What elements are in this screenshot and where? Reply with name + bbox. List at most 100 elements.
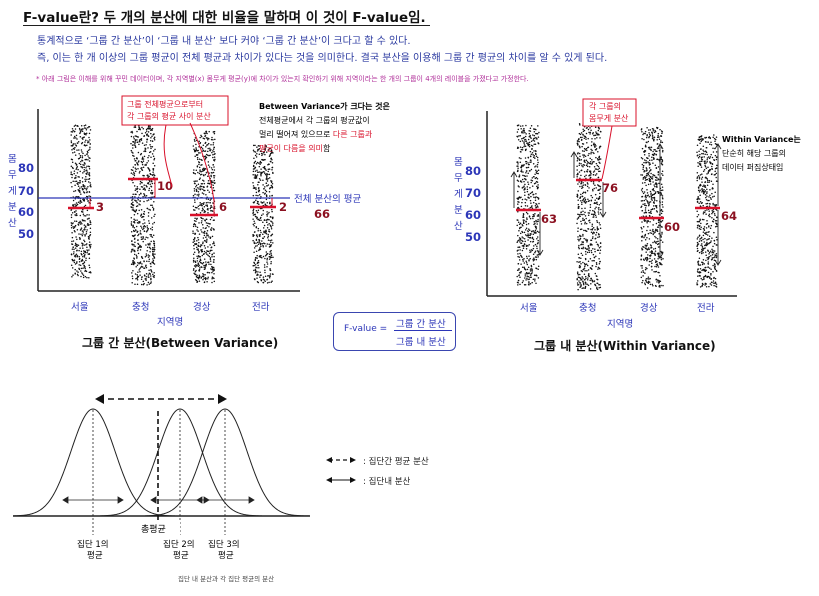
scatter-point (580, 257, 582, 260)
scatter-point (585, 247, 587, 250)
scatter-point (131, 151, 133, 153)
scatter-point (85, 158, 88, 161)
scatter-point (148, 154, 150, 157)
scatter-point (524, 188, 526, 190)
scatter-point (649, 254, 652, 256)
scatter-point (73, 251, 75, 253)
scatter-point (201, 159, 203, 162)
scatter-point (198, 163, 200, 166)
scatter-point (140, 137, 143, 140)
scatter-point (701, 139, 703, 141)
scatter-point (136, 257, 138, 259)
scatter-point (702, 190, 705, 192)
scatter-point (537, 253, 540, 256)
scatter-point (710, 272, 712, 275)
scatter-point (577, 207, 580, 209)
scatter-point (710, 198, 712, 200)
scatter-point (701, 176, 704, 178)
scatter-point (537, 197, 540, 199)
scatter-point (532, 247, 535, 250)
scatter-point (152, 150, 155, 152)
scatter-point (266, 282, 269, 284)
scatter-point (714, 214, 716, 217)
scatter-point (136, 141, 139, 143)
scatter-point (523, 257, 525, 260)
scatter-point (645, 280, 647, 282)
scatter-point (70, 134, 72, 136)
y-tick-80: 80 (18, 161, 34, 175)
scatter-point (86, 144, 88, 147)
scatter-point (78, 162, 81, 165)
scatter-point (698, 264, 700, 266)
scatter-point (253, 224, 255, 227)
scatter-point (648, 281, 651, 283)
scatter-point (196, 257, 199, 259)
scatter-point (644, 244, 647, 247)
scatter-point (132, 209, 135, 211)
scatter-point (213, 189, 215, 192)
scatter-point (595, 263, 598, 266)
scatter-point (650, 245, 653, 247)
scatter-point (644, 130, 647, 133)
scatter-point (590, 153, 592, 155)
scatter-point (655, 207, 658, 209)
scatter-point (151, 140, 154, 142)
scatter-point (262, 213, 264, 215)
scatter-point (536, 159, 539, 161)
scatter-point (205, 265, 207, 267)
scatter-point (654, 199, 656, 202)
scatter-point (521, 245, 524, 247)
scatter-point (520, 170, 523, 173)
scatter-point (141, 276, 143, 278)
scatter-point (210, 204, 212, 207)
scatter-point (642, 203, 644, 206)
scatter-point (211, 249, 213, 252)
scatter-point (584, 258, 587, 261)
scatter-point (85, 259, 87, 262)
scatter-point (141, 126, 143, 129)
scatter-point (202, 253, 205, 255)
scatter-point (532, 238, 535, 241)
scatter-point (652, 154, 655, 157)
scatter-point (270, 234, 273, 236)
scatter-point (534, 173, 536, 175)
scatter-point (711, 251, 713, 254)
scatter-point (579, 155, 581, 158)
within-chart-title: 그룹 내 분산(Within Variance) (534, 339, 716, 353)
scatter-point (704, 251, 707, 253)
scatter-point (149, 125, 151, 128)
scatter-point (213, 280, 216, 283)
scatter-point (711, 156, 714, 159)
scatter-point (198, 241, 200, 244)
scatter-point (82, 191, 85, 193)
scatter-point (524, 205, 527, 207)
scatter-point (134, 126, 137, 128)
scatter-point (132, 166, 135, 168)
scatter-point (648, 131, 650, 134)
scatter-point (260, 175, 262, 177)
scatter-point (518, 175, 521, 178)
scatter-point (531, 237, 534, 239)
scatter-point (657, 136, 659, 138)
scatter-point (202, 272, 204, 275)
scatter-point (520, 226, 522, 229)
scatter-point (651, 262, 653, 264)
scatter-point (150, 132, 152, 135)
scatter-point (81, 219, 84, 221)
scatter-point (587, 277, 589, 279)
scatter-point (258, 186, 260, 189)
scatter-point (136, 219, 138, 221)
scatter-point (644, 209, 647, 211)
scatter-point (260, 152, 263, 155)
scatter-point (529, 217, 532, 220)
scatter-point (269, 269, 271, 271)
scatter-point (706, 191, 708, 193)
scatter-point (201, 224, 204, 226)
scatter-point (696, 144, 699, 146)
scatter-point (651, 131, 653, 134)
scatter-point (592, 236, 594, 238)
scatter-point (78, 237, 81, 239)
scatter-point (531, 145, 534, 147)
scatter-point (78, 127, 81, 130)
scatter-point (151, 226, 154, 228)
